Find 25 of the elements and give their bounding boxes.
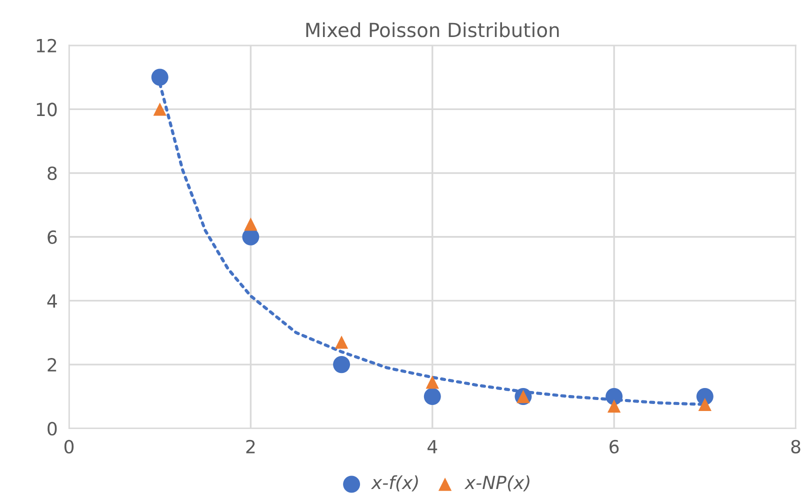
point — [334, 336, 348, 349]
x-tick-label: 6 — [610, 440, 619, 454]
x-tick-label: 2 — [246, 440, 255, 454]
x-tick-label: 0 — [64, 440, 74, 454]
y-tick-label: 10 — [36, 102, 57, 116]
point — [607, 399, 621, 413]
y-tick-label: 12 — [36, 38, 56, 52]
y-tick-label: 8 — [48, 166, 57, 180]
y-tick-label: 0 — [48, 422, 57, 436]
y-tick-label: 2 — [48, 358, 56, 372]
y-tick-label: 4 — [47, 294, 57, 308]
x-tick-label: 8 — [791, 440, 800, 454]
y-tick-label: 6 — [48, 230, 57, 244]
point — [606, 388, 623, 405]
point — [426, 376, 439, 389]
legend-label: x-NP(x) — [464, 475, 530, 492]
point — [151, 68, 168, 86]
point — [333, 356, 350, 374]
point — [153, 102, 166, 116]
point — [424, 388, 441, 405]
point — [244, 218, 258, 231]
x-tick-label: 4 — [428, 440, 438, 454]
point — [698, 398, 712, 412]
legend-label: x-f(x) — [370, 475, 418, 492]
chart-title: Mixed Poisson Distribution — [306, 22, 559, 38]
